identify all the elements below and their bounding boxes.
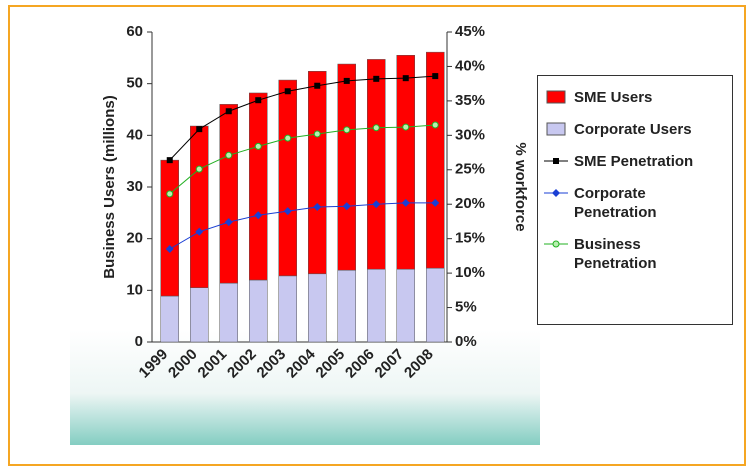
marker [372, 124, 380, 132]
line [169, 124, 436, 195]
bar [426, 51, 445, 269]
bar [278, 275, 297, 343]
frame [8, 5, 746, 466]
y2-tick-label: 35% [455, 92, 485, 109]
marker [431, 121, 439, 129]
y-tick-label: 40 [126, 126, 143, 143]
marker [401, 198, 410, 207]
legend-item: Business Penetration [544, 235, 726, 273]
marker [343, 126, 351, 134]
legend-label: SME Penetration [574, 153, 694, 170]
marker [343, 77, 350, 84]
bar [308, 71, 327, 275]
bar [219, 104, 238, 284]
line [169, 75, 436, 161]
legend-key [544, 240, 568, 248]
y-tick-label: 30 [126, 178, 143, 195]
marker [284, 88, 291, 95]
marker [342, 202, 351, 211]
bar [190, 287, 209, 343]
y-axis-title: Business Users (millions) [101, 95, 118, 278]
legend-key [546, 90, 566, 104]
legend-item: SME Penetration [544, 152, 726, 171]
background-decor [70, 330, 540, 445]
marker [552, 240, 560, 248]
y2-tick-label: 40% [455, 57, 485, 74]
bar [337, 63, 356, 271]
marker [254, 142, 262, 150]
line [169, 202, 436, 250]
legend-label: SME Users [574, 89, 653, 106]
bar [308, 273, 327, 343]
bar [190, 125, 209, 288]
bar [396, 268, 415, 343]
legend-key [544, 158, 568, 164]
y2-tick-label: 25% [455, 161, 485, 178]
marker [313, 130, 321, 138]
marker [431, 198, 440, 207]
bar [160, 295, 179, 343]
y2-tick-label: 15% [455, 230, 485, 247]
bar [367, 59, 386, 270]
marker [283, 207, 292, 216]
marker [553, 158, 559, 164]
bar [278, 79, 297, 277]
y2-axis-title: % workforce [512, 142, 529, 231]
marker [225, 151, 233, 159]
marker [372, 200, 381, 209]
y2-tick-label: 10% [455, 264, 485, 281]
y2-tick-label: 30% [455, 126, 485, 143]
marker [195, 165, 203, 173]
marker [224, 218, 233, 227]
bar [337, 269, 356, 343]
y-tick-label: 20 [126, 230, 143, 247]
marker [255, 97, 262, 104]
marker [284, 134, 292, 142]
bar [396, 55, 415, 270]
bar [160, 159, 179, 297]
legend-item: Corporate Penetration [544, 184, 726, 222]
y2-tick-label: 5% [455, 299, 477, 316]
y-tick-label: 60 [126, 23, 143, 40]
legend-swatch [546, 122, 566, 136]
legend: SME Users Corporate Users SME Penetration C… [537, 75, 733, 325]
marker [196, 126, 203, 133]
bar [219, 282, 238, 343]
marker [225, 108, 232, 115]
marker [195, 227, 204, 236]
marker [166, 190, 174, 198]
y2-tick-label: 45% [455, 23, 485, 40]
bar [249, 92, 268, 281]
bar [367, 268, 386, 343]
marker [373, 75, 380, 82]
marker [254, 211, 263, 220]
legend-label: Business Penetration [574, 236, 657, 272]
legend-item: Corporate Users [544, 120, 726, 139]
marker [313, 202, 322, 211]
y-tick-label: 10 [126, 281, 143, 298]
marker [314, 82, 321, 89]
marker [432, 73, 439, 80]
legend-label: Corporate Penetration [574, 185, 657, 221]
marker [166, 157, 173, 164]
legend-key [546, 122, 566, 136]
bar [426, 267, 445, 343]
legend-label: Corporate Users [574, 121, 692, 138]
y-tick-label: 50 [126, 75, 143, 92]
y2-tick-label: 20% [455, 195, 485, 212]
marker [402, 123, 410, 131]
marker [165, 245, 174, 253]
marker [402, 75, 409, 82]
bar [249, 279, 268, 343]
y-tick-label: 0 [135, 333, 143, 350]
marker [552, 189, 560, 197]
legend-item: SME Users [544, 88, 726, 107]
legend-swatch [546, 90, 566, 104]
y2-tick-label: 0% [455, 333, 477, 350]
legend-key [544, 189, 568, 197]
